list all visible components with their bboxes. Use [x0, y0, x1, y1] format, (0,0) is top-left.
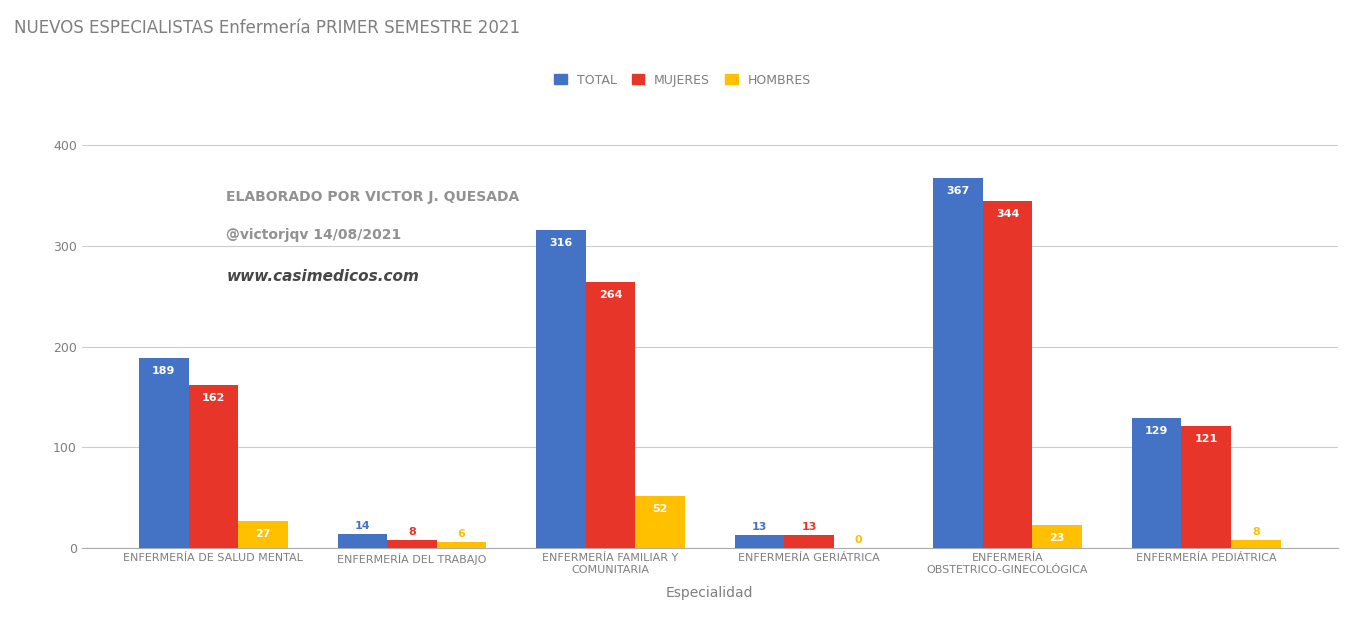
Bar — [239, 521, 288, 548]
Text: 264: 264 — [599, 290, 622, 300]
Bar — [785, 535, 834, 548]
Bar — [388, 540, 437, 548]
Text: 23: 23 — [1050, 533, 1065, 543]
Bar — [437, 542, 486, 548]
Bar — [734, 535, 785, 548]
Text: @victorjqv 14/08/2021: @victorjqv 14/08/2021 — [227, 228, 401, 242]
Bar — [983, 201, 1032, 548]
Text: NUEVOS ESPECIALISTAS Enfermería PRIMER SEMESTRE 2021: NUEVOS ESPECIALISTAS Enfermería PRIMER S… — [14, 19, 520, 37]
Bar — [1132, 418, 1181, 548]
Bar — [1032, 525, 1082, 548]
Text: 316: 316 — [549, 237, 572, 247]
Legend: TOTAL, MUJERES, HOMBRES: TOTAL, MUJERES, HOMBRES — [549, 69, 816, 92]
Text: 0: 0 — [854, 535, 863, 545]
Bar — [934, 178, 983, 548]
Bar — [586, 282, 635, 548]
Text: 344: 344 — [996, 209, 1020, 219]
Text: 121: 121 — [1194, 434, 1218, 444]
Text: 8: 8 — [1252, 527, 1260, 537]
Text: 6: 6 — [457, 529, 465, 539]
Text: 162: 162 — [202, 393, 225, 403]
Text: 8: 8 — [408, 527, 416, 537]
Text: 13: 13 — [801, 522, 816, 532]
Text: ELABORADO POR VICTOR J. QUESADA: ELABORADO POR VICTOR J. QUESADA — [227, 190, 520, 204]
Bar — [1231, 540, 1280, 548]
Text: 27: 27 — [255, 529, 270, 539]
Bar — [188, 385, 239, 548]
Bar — [536, 229, 586, 548]
Text: 14: 14 — [355, 521, 370, 531]
Bar — [1181, 426, 1231, 548]
Bar — [635, 496, 685, 548]
Text: 52: 52 — [652, 504, 667, 514]
Text: 13: 13 — [752, 522, 767, 532]
Bar — [139, 358, 188, 548]
Text: 189: 189 — [152, 366, 176, 376]
Text: www.casimedicos.com: www.casimedicos.com — [227, 269, 419, 284]
Text: 367: 367 — [946, 186, 969, 196]
X-axis label: Especialidad: Especialidad — [666, 586, 753, 600]
Bar — [337, 534, 388, 548]
Text: 129: 129 — [1145, 426, 1168, 436]
